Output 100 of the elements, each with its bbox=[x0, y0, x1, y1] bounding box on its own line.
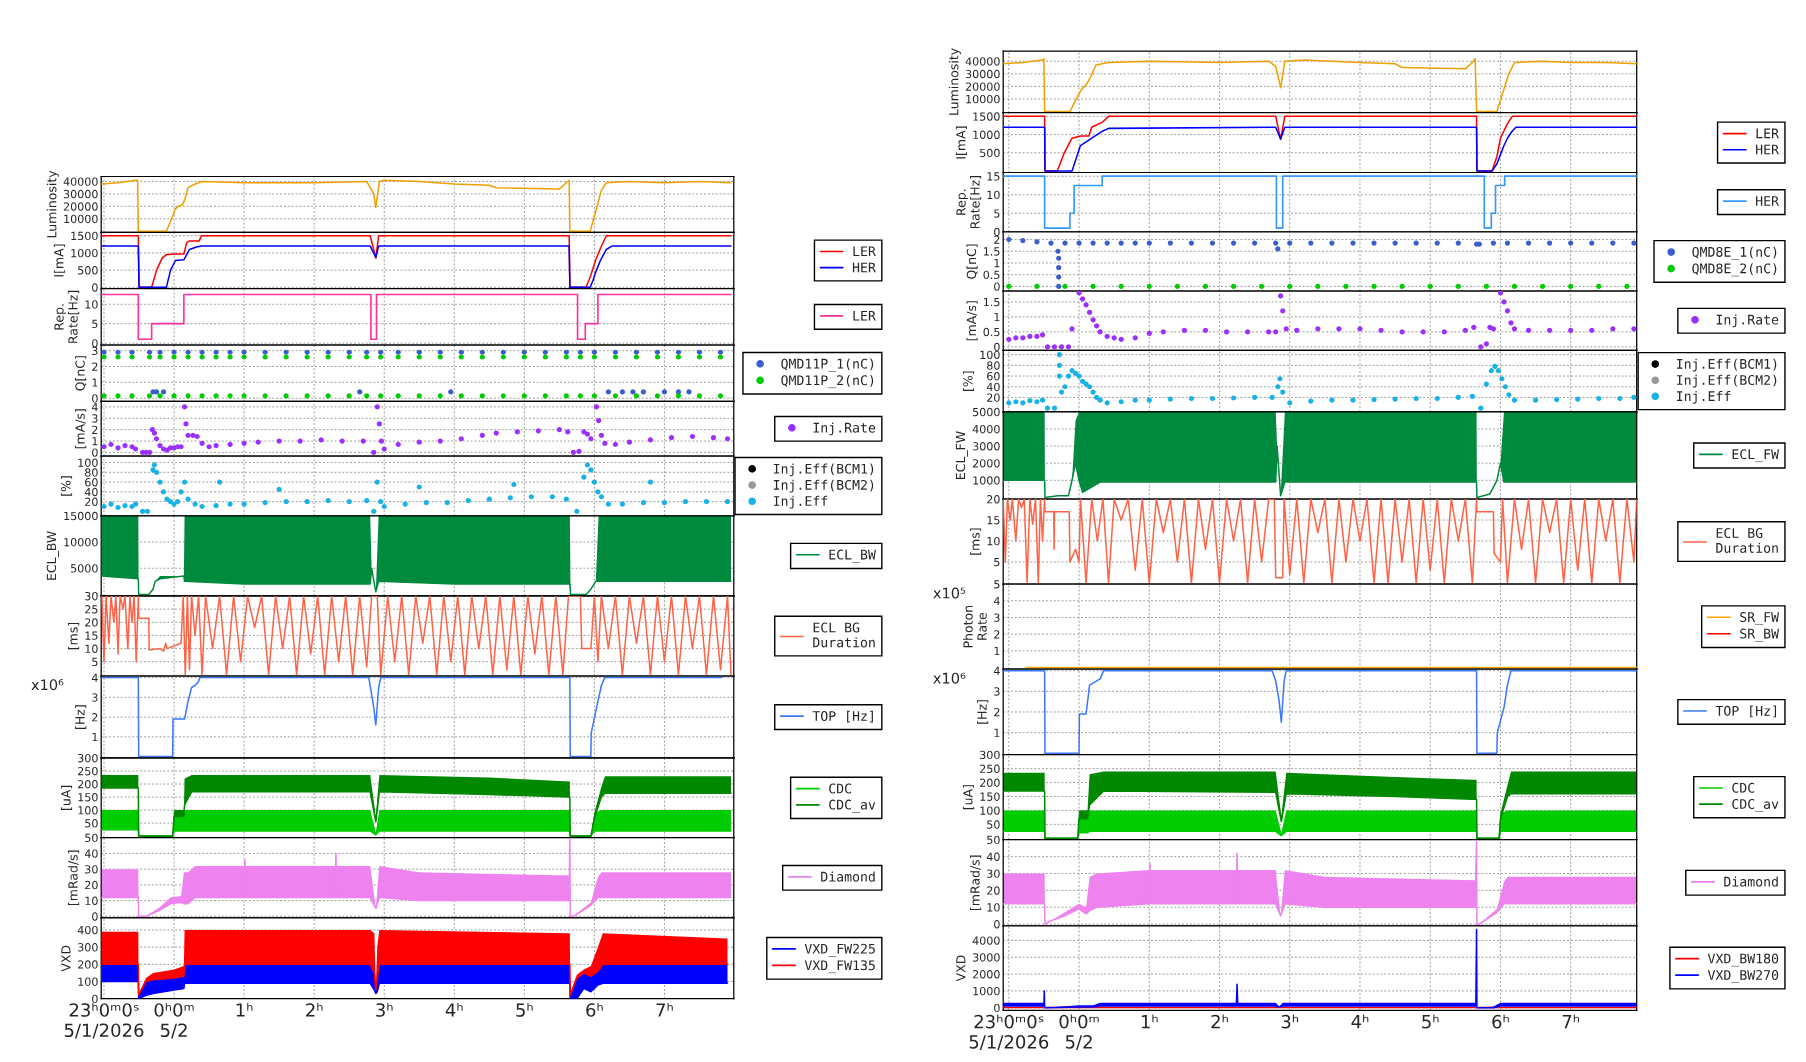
y-tick-label: 3000 bbox=[972, 442, 1000, 451]
point bbox=[1167, 240, 1173, 246]
y-tick-label: 0.5 bbox=[983, 270, 1000, 280]
point bbox=[1132, 335, 1138, 341]
point bbox=[1034, 239, 1040, 245]
point bbox=[1508, 320, 1514, 326]
point bbox=[1202, 283, 1209, 290]
y-axis-title: I[mA] bbox=[53, 244, 66, 277]
point bbox=[1504, 240, 1511, 246]
point bbox=[1174, 283, 1180, 290]
y-tick-label: 50 bbox=[85, 819, 98, 828]
legend-label: TOP [Hz] bbox=[1715, 705, 1777, 718]
y-tick-label: 1000 bbox=[973, 476, 1000, 485]
legend-label: TOP [Hz] bbox=[812, 710, 873, 723]
legend-label: Inj.Eff bbox=[1677, 390, 1731, 404]
x-tick-label: 3ʰ bbox=[1281, 1014, 1299, 1029]
y-tick-label: 10 bbox=[987, 903, 1000, 912]
y-tick-label: 1500 bbox=[71, 231, 98, 241]
y-tick-label: 500 bbox=[980, 148, 1000, 158]
point bbox=[1525, 327, 1532, 333]
point bbox=[1287, 283, 1293, 290]
point bbox=[1399, 329, 1405, 335]
point bbox=[1478, 344, 1484, 350]
y-tick-label: 4 bbox=[91, 402, 98, 412]
text: x10⁶ bbox=[31, 679, 64, 691]
y-tick-label: 4000 bbox=[972, 424, 1000, 434]
y-tick-label: 400 bbox=[77, 925, 98, 935]
point bbox=[1230, 283, 1237, 290]
point bbox=[1020, 335, 1026, 341]
y-tick-label: 4 bbox=[91, 673, 98, 682]
y-tick-label: 1 bbox=[994, 312, 1000, 322]
point bbox=[1280, 308, 1286, 314]
y-tick-label: 50 bbox=[987, 820, 1000, 829]
point bbox=[1013, 335, 1019, 341]
x-tick-label: 0ʰ0ᵐ 5/2 bbox=[154, 1003, 194, 1039]
point bbox=[1350, 240, 1356, 246]
text: x10⁶ bbox=[933, 672, 966, 684]
point bbox=[1252, 240, 1258, 246]
y-tick-label: 80 bbox=[987, 361, 1000, 370]
y-tick-label: 0 bbox=[994, 227, 1000, 237]
point bbox=[1455, 240, 1461, 246]
y-tick-label: 15 bbox=[987, 516, 1000, 525]
y-axis-title: [%] bbox=[60, 476, 73, 496]
legend-label: HER bbox=[1756, 196, 1779, 206]
y-tick-label: 2 bbox=[994, 235, 1000, 244]
legend-label: VXD_BW180 bbox=[1707, 953, 1779, 967]
y-tick-label: 30000 bbox=[965, 69, 1000, 79]
legend-label: Inj.Eff(BCM2) bbox=[773, 479, 874, 493]
y-tick-label: 0 bbox=[92, 994, 98, 1004]
y-tick-label: 20 bbox=[85, 880, 98, 890]
y-tick-label: 15 bbox=[85, 631, 98, 640]
y-tick-label: 300 bbox=[78, 943, 98, 952]
x-tick-label: 7ʰ bbox=[656, 1003, 673, 1017]
point bbox=[1631, 240, 1637, 246]
y-tick-label: 1 bbox=[92, 378, 98, 387]
point bbox=[1090, 240, 1096, 246]
x-tick-label: 23ʰ0ᵐ0ˢ 5/1/2026 bbox=[969, 1014, 1049, 1051]
point bbox=[1455, 283, 1461, 290]
point bbox=[1315, 326, 1321, 332]
point bbox=[1118, 240, 1124, 246]
point bbox=[1266, 329, 1272, 335]
y-axis-title: [ms] bbox=[970, 528, 982, 555]
point bbox=[1223, 329, 1230, 335]
y-tick-label: 0 bbox=[994, 282, 1000, 291]
y-tick-label: 30 bbox=[987, 869, 1000, 878]
x-tick-label: 1ʰ bbox=[236, 1003, 253, 1017]
y-tick-label: 4 bbox=[993, 666, 1000, 675]
point bbox=[1076, 291, 1082, 296]
y-tick-label: 0 bbox=[92, 339, 98, 348]
point bbox=[1483, 341, 1489, 347]
x-tick-label: 6ʰ bbox=[586, 1003, 603, 1017]
point bbox=[1079, 296, 1086, 302]
point bbox=[1006, 283, 1012, 290]
point bbox=[1090, 283, 1096, 290]
legend-label: Inj.Rate bbox=[813, 422, 876, 436]
point bbox=[1315, 283, 1321, 290]
y-tick-label: 1 bbox=[994, 728, 1000, 737]
point bbox=[1596, 283, 1602, 290]
y-tick-label: 20 bbox=[987, 886, 1000, 895]
legend-label: ECL BG Duration bbox=[813, 622, 875, 648]
y-axis-title: I[mA] bbox=[955, 126, 968, 159]
point bbox=[1308, 240, 1314, 246]
legend-label: Inj.Eff(BCM1) bbox=[1677, 358, 1777, 372]
point bbox=[1097, 329, 1103, 335]
y-tick-label: 1.5 bbox=[983, 298, 1000, 307]
x-tick-label: 4ʰ bbox=[445, 1003, 463, 1017]
point bbox=[1392, 240, 1398, 246]
point bbox=[1547, 240, 1553, 246]
y-tick-label: 40 bbox=[986, 382, 1000, 392]
point bbox=[1490, 326, 1497, 332]
y-tick-label: 2 bbox=[92, 362, 98, 371]
point bbox=[1048, 240, 1054, 246]
point bbox=[1490, 240, 1497, 246]
point bbox=[1624, 283, 1630, 290]
point bbox=[1283, 326, 1289, 332]
point bbox=[1610, 326, 1616, 332]
text: x10⁵ bbox=[933, 587, 966, 599]
y-tick-label: 150 bbox=[980, 792, 1000, 801]
point bbox=[1547, 327, 1553, 333]
y-tick-label: 2 bbox=[92, 425, 98, 434]
